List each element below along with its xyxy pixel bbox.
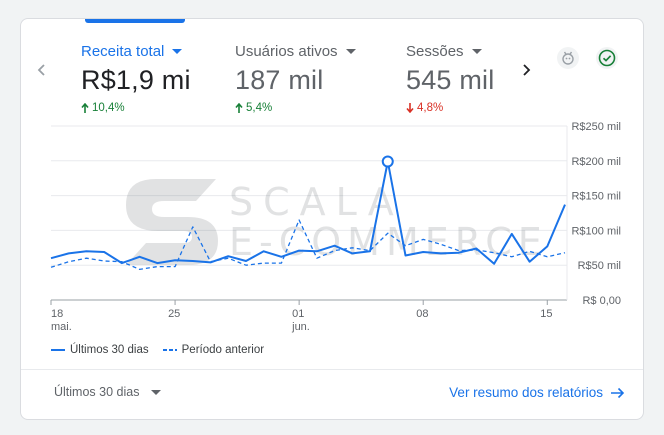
x-tick-label: 25 [168,308,180,320]
metric-change-value: 4,8% [417,102,444,114]
check-circle-icon[interactable] [594,45,620,71]
series-line-current [50,160,566,265]
metric-change: 5,4% [235,102,356,114]
metric-change: 10,4% [81,102,191,114]
y-tick-label: R$100 mil [571,225,621,237]
highlight-point[interactable] [381,155,394,168]
legend-label: Últimos 30 dias [70,344,149,356]
x-tick-sublabel: jun. [291,321,310,333]
metric-tab-sessions[interactable]: Sessões 545 mil 4,8% [406,43,494,114]
date-range-label: Últimos 30 dias [54,385,140,399]
legend-item-current: Últimos 30 dias [51,344,149,356]
view-reports-link[interactable]: Ver resumo dos relatórios [449,385,625,400]
legend-label: Período anterior [181,344,265,356]
caret-down-icon [172,49,183,54]
divider [21,369,643,370]
arrow-down-icon [406,103,414,113]
watermark-line2: E-COMMERCE [229,220,548,264]
chevron-right-icon[interactable] [515,59,537,81]
series-line-previous [50,219,566,271]
metric-label: Usuários ativos [235,43,338,60]
y-tick-label: R$200 mil [571,156,621,168]
watermark: SCALA E-COMMERCE [126,179,548,265]
y-tick-label: R$50 mil [578,260,621,272]
report-link-label: Ver resumo dos relatórios [449,385,603,400]
metric-change-value: 10,4% [92,102,125,114]
active-tab-indicator [85,19,185,23]
watermark-line1: SCALA [229,180,404,224]
date-range-select[interactable]: Últimos 30 dias [54,385,162,399]
y-tick-label: R$150 mil [571,191,621,203]
x-tick-label: 08 [416,308,428,320]
caret-down-icon [471,49,482,54]
metric-tab-revenue[interactable]: Receita total R$1,9 mi 10,4% [81,43,191,114]
metric-change: 4,8% [406,102,494,114]
x-tick-label: 01 [292,308,304,320]
chart-ticks: R$ 0,00 R$50 mil R$100 mil R$150 mil R$200 m… [51,121,621,333]
insights-icon[interactable] [555,45,581,71]
y-tick-label: R$250 mil [571,121,621,133]
metric-label: Receita total [81,43,165,60]
summary-card: Receita total R$1,9 mi 10,4% Usuários at… [20,18,644,420]
x-tick-sublabel: mai. [51,321,72,333]
arrow-right-icon [611,387,625,398]
metric-label: Sessões [406,43,464,60]
metric-value: R$1,9 mi [81,65,191,95]
metric-value: 187 mil [235,65,324,95]
chevron-left-icon[interactable] [31,59,53,81]
line-chart: SCALA E-COMMERCE R$ 0,00 R$50 mil R$100 mi… [50,121,621,333]
arrow-up-icon [235,103,243,113]
y-tick-label: R$ 0,00 [582,295,621,307]
caret-down-icon [345,49,356,54]
metric-value: 545 mil [406,65,495,95]
metric-change-value: 5,4% [246,102,273,114]
arrow-up-icon [81,103,89,113]
chart-series [50,155,566,271]
legend-item-previous: Período anterior [162,344,265,356]
watermark-logo-icon [126,179,218,265]
caret-down-icon [151,389,162,395]
chart-legend: Últimos 30 dias Período anterior [51,344,264,356]
chart-grid [50,125,568,305]
x-tick-label: 15 [540,308,552,320]
x-tick-label: 18 [51,308,63,320]
metric-tab-active-users[interactable]: Usuários ativos 187 mil 5,4% [235,43,356,114]
